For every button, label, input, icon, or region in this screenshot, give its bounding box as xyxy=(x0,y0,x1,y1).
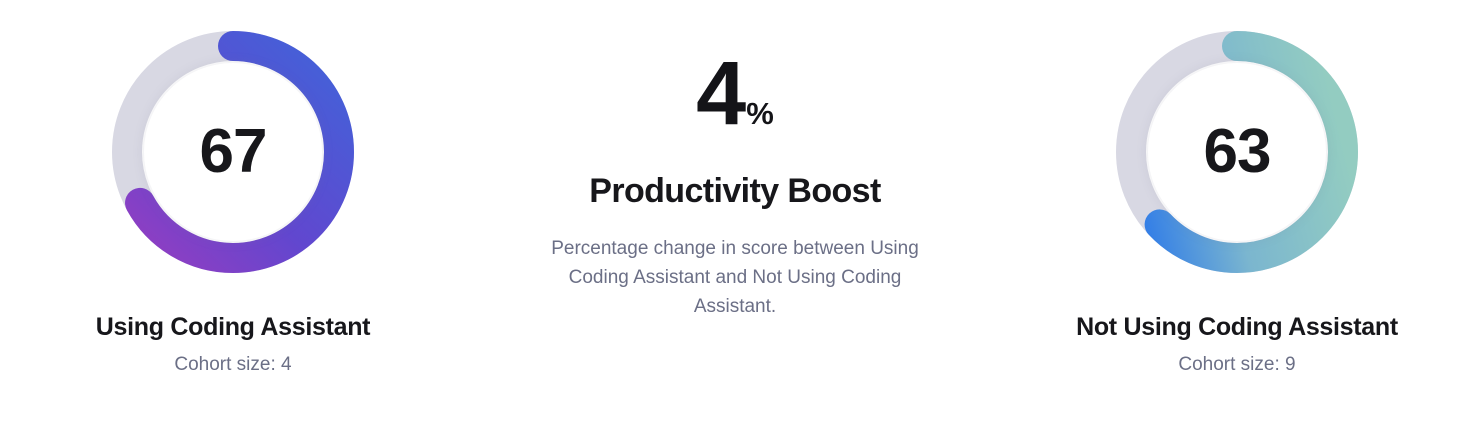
gauge-panel-not-using-coding-assistant: 63 Not Using Coding Assistant Cohort siz… xyxy=(1004,0,1470,377)
center-title: Productivity Boost xyxy=(589,171,881,210)
donut-gauge-right-svg xyxy=(1116,31,1358,273)
donut-gauge-not-using-coding-assistant: 63 xyxy=(1113,28,1361,276)
center-description: Percentage change in score between Using… xyxy=(551,237,919,318)
delta-number: 4 xyxy=(696,44,746,144)
gauge-cohort-right: Cohort size: 9 xyxy=(1178,354,1296,375)
gauge-cohort-left: Cohort size: 4 xyxy=(174,354,292,375)
gauge-value-left: 67 xyxy=(199,117,268,186)
gauge-inner-disc-left xyxy=(144,63,322,241)
delta-value-row: 4 % xyxy=(696,44,774,144)
donut-gauge-using-coding-assistant: 67 xyxy=(109,28,357,276)
donut-gauge-left-svg xyxy=(112,31,354,273)
gauge-inner-disc-right xyxy=(1148,63,1326,241)
gauge-label-right: Not Using Coding Assistant xyxy=(1076,313,1398,341)
gauge-progress-right xyxy=(1116,31,1358,273)
gauge-value-right: 63 xyxy=(1203,117,1272,186)
center-stat-block: 4 % Productivity Boost Percentage change… xyxy=(500,0,970,322)
gauge-panel-using-coding-assistant: 67 Using Coding Assistant Cohort size: 4 xyxy=(0,0,466,377)
gauge-label-left: Using Coding Assistant xyxy=(95,313,371,341)
gauge-progress-left xyxy=(112,31,354,273)
delta-percent-symbol: % xyxy=(746,96,774,131)
